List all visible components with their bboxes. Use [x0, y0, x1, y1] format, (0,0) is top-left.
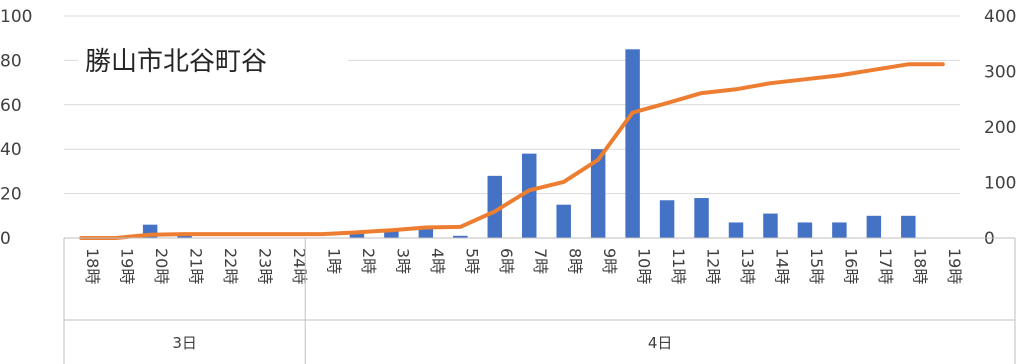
x-tick-label: 7時 — [531, 248, 550, 274]
left-tick-label: 0 — [0, 229, 11, 249]
bar — [901, 215, 916, 238]
x-tick-label: 2時 — [359, 248, 378, 274]
x-tick-label: 13時 — [738, 248, 757, 284]
bar — [418, 226, 434, 238]
left-tick-label: 60 — [0, 96, 22, 116]
x-tick-label: 17時 — [876, 248, 895, 284]
right-tick-label: 200 — [984, 118, 1016, 138]
right-axis: 0 100 200 300 400 — [984, 7, 1016, 249]
x-tick-label: 11時 — [669, 248, 688, 284]
bar — [797, 222, 813, 238]
x-tick-label: 22時 — [221, 248, 240, 284]
left-tick-label: 40 — [0, 140, 22, 160]
x-tick-label: 3時 — [393, 248, 412, 274]
title-background — [78, 38, 348, 84]
x-tick-label: 20時 — [152, 248, 171, 284]
bar — [349, 231, 365, 238]
chart-title: 勝山市北谷町谷 — [85, 47, 267, 77]
right-tick-label: 400 — [984, 7, 1016, 27]
x-tick-label: 15時 — [807, 248, 826, 284]
x-tick-label: 14時 — [772, 248, 791, 284]
right-tick-label: 100 — [984, 174, 1016, 194]
bar — [453, 235, 468, 238]
x-axis: 18時 19時 20時 21時 22時 23時 24時 1時 2時 3時 4時 5時 6時 7時 8時 9時 1… — [63, 237, 1016, 364]
x-tick-label: 1時 — [324, 248, 343, 274]
x-tick-label: 4時 — [428, 248, 447, 274]
bar — [590, 149, 606, 238]
x-tick-label: 6時 — [497, 248, 516, 274]
bar — [521, 153, 537, 238]
right-tick-label: 300 — [984, 63, 1016, 83]
bar — [177, 235, 192, 238]
x-tick-label: 10時 — [635, 248, 654, 284]
bar — [694, 198, 709, 238]
x-tick-label: 21時 — [187, 248, 206, 284]
left-axis: 0 20 40 60 80 100 — [0, 7, 32, 249]
bar — [763, 213, 778, 238]
left-tick-label: 100 — [0, 7, 32, 27]
right-tick-label: 0 — [984, 229, 995, 249]
x-tick-label: 8時 — [566, 248, 585, 274]
bar-series — [142, 49, 916, 238]
x-tick-label: 19時 — [945, 248, 964, 284]
x-tick-label: 18時 — [910, 248, 929, 284]
x-tick-label: 12時 — [704, 248, 723, 284]
bar — [556, 204, 571, 238]
left-tick-label: 20 — [0, 185, 22, 205]
bar — [866, 215, 882, 238]
x-tick-label: 16時 — [841, 248, 860, 284]
x-tick-label: 9時 — [600, 248, 619, 274]
bar — [728, 222, 744, 238]
bar — [832, 222, 847, 238]
bar — [625, 49, 640, 238]
x-tick-label: 19時 — [118, 248, 137, 284]
bar — [659, 200, 675, 238]
x-tick-label: 23時 — [256, 248, 275, 284]
line-path — [79, 62, 945, 240]
bar — [384, 229, 399, 238]
group-label: 4日 — [648, 334, 673, 352]
x-tick-label: 24時 — [290, 248, 309, 284]
left-tick-label: 80 — [0, 51, 22, 71]
group-label: 3日 — [172, 334, 197, 352]
bar — [487, 175, 503, 238]
x-tick-label: 5時 — [462, 248, 481, 274]
x-tick-label: 18時 — [83, 248, 102, 284]
line-series — [79, 62, 945, 240]
